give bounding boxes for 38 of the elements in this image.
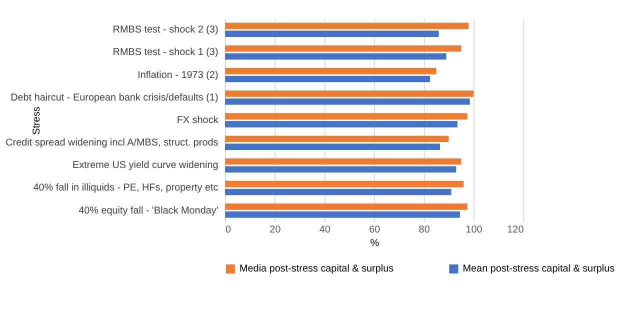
x-axis-title: % (370, 238, 380, 249)
y-tick-label: 40% equity fall - 'Black Monday' (78, 205, 218, 216)
x-tick-label: 20 (270, 224, 282, 236)
legend-label: Mean post-stress capital & surplus (462, 264, 615, 275)
y-axis-title: Stress (31, 106, 42, 135)
bar (225, 113, 468, 120)
x-tick-label: 80 (418, 224, 430, 236)
y-tick-label: FX shock (176, 114, 218, 126)
y-tick-label: RMBS test - shock 2 (3) (112, 24, 218, 36)
y-tick-label: 40% fall in illiquids - PE, HFs, property etc (33, 182, 218, 194)
bar (225, 76, 430, 82)
y-tick-label: Credit spread widening incl A/MBS, struct. prods (6, 138, 218, 149)
legend-label: Media post-stress capital & surplus (240, 264, 394, 275)
y-tick-label: Extreme US yield curve widening (72, 160, 218, 172)
bar (225, 166, 456, 173)
bar (225, 68, 436, 74)
x-tick-label: 60 (369, 224, 381, 236)
bar (225, 30, 439, 37)
x-tick-label: 100 (466, 224, 483, 236)
y-tick-label: Inflation - 1973 (2) (138, 70, 218, 81)
bar (225, 144, 440, 150)
x-tick-label: 120 (507, 224, 524, 236)
bar (225, 211, 460, 218)
bar (225, 45, 462, 52)
bar (225, 90, 474, 97)
bar (225, 98, 470, 105)
bar (225, 121, 458, 128)
bar (225, 22, 469, 30)
bar (225, 180, 464, 188)
x-tick-label: 0 (225, 224, 232, 236)
bar (225, 158, 462, 165)
bar (225, 53, 446, 60)
y-tick-label: RMBS test - shock 1 (3) (112, 47, 218, 58)
bar (225, 136, 449, 142)
bar (225, 188, 452, 196)
bar (225, 204, 468, 210)
x-tick-label: 40 (319, 224, 331, 236)
y-tick-label: Debt haircut - European bank crisis/defaults (1) (10, 92, 218, 104)
